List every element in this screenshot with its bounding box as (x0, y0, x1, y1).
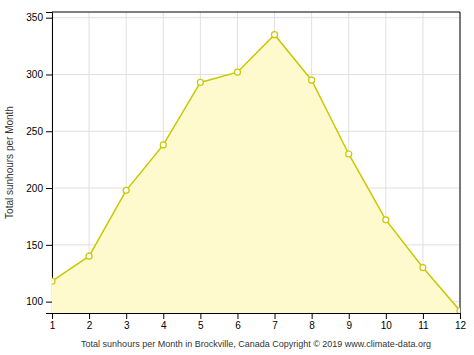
tick: 150 (26, 240, 52, 251)
tick-mark (386, 313, 387, 319)
x-axis: 123456789101112 (50, 313, 467, 331)
tick: 4 (161, 313, 167, 331)
tick-label: 250 (26, 126, 43, 137)
tick: 8 (309, 313, 315, 331)
tick-label: 10 (381, 320, 393, 331)
tick-label: 2 (87, 320, 93, 331)
point (457, 308, 460, 313)
tick-label: 100 (26, 296, 43, 307)
tick-mark (46, 18, 52, 19)
x-axis-title: Total sunhours per Month in Brockville, … (81, 339, 431, 349)
grid-line (52, 17, 460, 18)
tick-mark (46, 302, 52, 303)
plot: 123456789101112100150200250300350 (26, 12, 466, 331)
tick-mark (126, 313, 127, 319)
tick: 300 (26, 69, 52, 80)
point (123, 187, 129, 193)
tick-label: 200 (26, 183, 43, 194)
tick: 5 (198, 313, 204, 331)
grid (52, 12, 460, 313)
tick-label: 6 (235, 320, 241, 331)
y-axis: 100 150 200 250 300 350 (26, 12, 52, 313)
tick: 12 (455, 313, 467, 331)
point (160, 142, 166, 148)
tick: 11 (418, 313, 429, 331)
tick-mark (460, 313, 461, 319)
y-axis-title: Total sunhours per Month (4, 106, 15, 219)
point (197, 79, 203, 85)
tick: 7 (272, 313, 278, 331)
tick: 100 (26, 296, 52, 307)
marks (52, 32, 460, 313)
tick-mark (423, 313, 424, 319)
point (346, 151, 352, 157)
tick: 3 (124, 313, 130, 331)
tick-label: 150 (26, 240, 43, 251)
frame (460, 12, 461, 313)
tick: 250 (26, 126, 52, 137)
point (52, 278, 55, 284)
point (309, 77, 315, 83)
tick-mark (46, 245, 52, 246)
tick-label: 7 (272, 320, 278, 331)
tick-label: 12 (455, 320, 467, 331)
axis-line (46, 13, 53, 314)
point (234, 69, 240, 75)
tick-label: 1 (50, 320, 56, 331)
tick: 2 (87, 313, 93, 331)
tick-label: 5 (198, 320, 204, 331)
point (86, 253, 92, 259)
frame (52, 12, 460, 13)
tick-label: 9 (346, 320, 352, 331)
tick-mark (275, 313, 276, 319)
tick-label: 11 (418, 320, 429, 331)
tick-label: 300 (26, 69, 43, 80)
point (420, 265, 426, 271)
tick: 9 (346, 313, 352, 331)
tick: 6 (235, 313, 241, 331)
tick-label: 8 (309, 320, 315, 331)
tick-label: 3 (124, 320, 130, 331)
tick-mark (349, 313, 350, 319)
tick-mark (46, 188, 52, 189)
tick: 350 (26, 12, 52, 23)
tick-mark (46, 131, 52, 132)
line (52, 35, 460, 311)
tick-mark (200, 313, 201, 319)
tick-mark (46, 74, 52, 75)
tick: 10 (381, 313, 393, 331)
tick-label: 350 (26, 12, 43, 23)
chart: 123456789101112100150200250300350Total s… (0, 0, 474, 355)
point (383, 217, 389, 223)
area (52, 35, 460, 313)
tick-mark (89, 313, 90, 319)
tick-mark (237, 313, 238, 319)
grid-line (460, 12, 461, 313)
tick-label: 4 (161, 320, 167, 331)
axis-line (53, 314, 461, 320)
point (272, 32, 278, 38)
tick: 1 (50, 313, 56, 331)
tick-mark (312, 313, 313, 319)
tick-mark (163, 313, 164, 319)
tick: 200 (26, 183, 52, 194)
